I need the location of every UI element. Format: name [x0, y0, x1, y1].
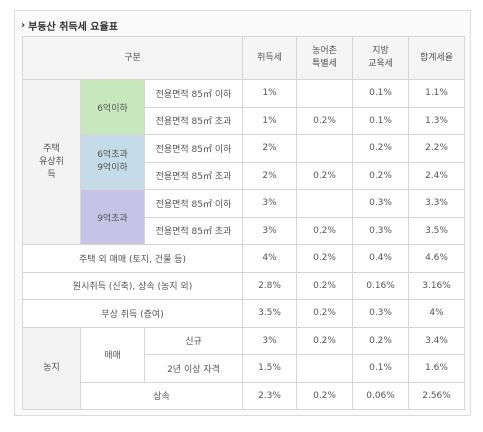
header-total-rate: 합계세율: [408, 36, 466, 80]
edu-cell: 0.1%: [352, 354, 410, 383]
header-acquisition-tax: 취득세: [242, 36, 298, 80]
rural-cell: 0.2%: [296, 381, 354, 410]
table-row: 주택 외 매매 (토지, 건물 등) 4% 0.2% 0.4% 4.6%: [21, 244, 466, 273]
rural-cell: [296, 134, 354, 163]
acq-cell: 3.5%: [242, 299, 298, 328]
category-label-cell: 원시취득 (신축), 상속 (농지 외): [21, 271, 244, 300]
header-category: 구분: [21, 36, 244, 80]
category-label-cell: 주택 외 매매 (토지, 건물 등): [21, 244, 244, 273]
table-row: 2년 이상 자격 1.5% 0.1% 1.6%: [23, 354, 466, 383]
total-cell: 3.3%: [408, 189, 466, 218]
table-row: 농지 매매 신규 3% 0.2% 0.2% 3.4%: [22, 326, 466, 410]
rural-cell: 0.2%: [296, 299, 354, 328]
acq-cell: 4%: [242, 244, 298, 273]
rural-cell: [296, 354, 354, 383]
farmland-type-cell: 신규: [143, 326, 244, 355]
farmland-inherit-cell: 상속: [79, 381, 244, 410]
size-cell: 전용면적 85㎡ 초과: [143, 106, 244, 135]
edu-cell: 0.1%: [352, 106, 410, 135]
edu-cell: 0.3%: [352, 299, 410, 328]
acq-cell: 2.3%: [242, 381, 298, 410]
table-title: › 부동산 취득세 요율표: [21, 17, 118, 33]
rural-cell: 0.2%: [296, 271, 354, 300]
acq-cell: 2%: [242, 134, 298, 163]
edu-cell: 0.1%: [352, 79, 410, 108]
header-rural-tax: 농어촌 특별세: [296, 36, 354, 80]
rural-cell: 0.2%: [296, 326, 354, 355]
size-cell: 전용면적 85㎡ 이하: [143, 79, 244, 108]
table-row: 전용면적 85㎡ 초과 1% 0.2% 0.1% 1.3%: [23, 106, 466, 135]
table-row: 전용면적 85㎡ 초과 3% 0.2% 0.3% 3.5%: [23, 216, 466, 245]
table-row: 상속 2.3% 0.2% 0.06% 2.56%: [23, 381, 466, 410]
size-cell: 전용면적 85㎡ 초과: [143, 216, 244, 245]
total-cell: 4.6%: [408, 244, 466, 273]
total-cell: 3.4%: [408, 326, 466, 355]
acq-cell: 1%: [242, 79, 298, 108]
edu-cell: 0.3%: [352, 189, 410, 218]
rural-cell: 0.2%: [296, 216, 354, 245]
farmland-type-cell: 2년 이상 자격: [143, 354, 244, 383]
size-cell: 전용면적 85㎡ 이하: [143, 134, 244, 163]
chevron-right-icon: ›: [21, 19, 26, 31]
acq-cell: 3%: [242, 189, 298, 218]
edu-cell: 0.2%: [352, 161, 410, 190]
edu-cell: 0.3%: [352, 216, 410, 245]
housing-category-cell: 주택 유상취 득: [22, 79, 81, 245]
acquisition-tax-table: 구분 취득세 농어촌 특별세 지방 교육세 합계세율 주택 유상취 득 6억이하…: [21, 36, 466, 410]
table-row: 9억초과 전용면적 85㎡ 이하 3% 0.3% 3.3%: [23, 189, 466, 245]
acq-cell: 3%: [242, 216, 298, 245]
header-education-tax: 지방 교육세: [352, 36, 410, 80]
table-row: 전용면적 85㎡ 초과 2% 0.2% 0.2% 2.4%: [23, 161, 466, 190]
table-row: 주택 유상취 득 6억이하 전용면적 85㎡ 이하 1% 0.1% 1.1%: [22, 79, 466, 245]
rural-cell: 0.2%: [296, 244, 354, 273]
header-row: 구분 취득세 농어촌 특별세 지방 교육세 합계세율: [21, 36, 466, 80]
total-cell: 4%: [408, 299, 466, 328]
acq-cell: 2.8%: [242, 271, 298, 300]
table-title-text: 부동산 취득세 요율표: [28, 21, 118, 33]
price-600m-900m-cell: 6억초과 9억이하: [80, 134, 145, 190]
farmland-sale-cell: 매매: [80, 326, 145, 383]
edu-cell: 0.06%: [352, 381, 410, 410]
rural-cell: 0.2%: [296, 161, 354, 190]
acq-cell: 2%: [242, 161, 298, 190]
farmland-category-cell: 농지: [22, 326, 81, 410]
rural-cell: [296, 79, 354, 108]
edu-cell: 0.2%: [352, 134, 410, 163]
price-over-900m-cell: 9억초과: [80, 189, 145, 245]
edu-cell: 0.2%: [352, 326, 410, 355]
total-cell: 3.5%: [408, 216, 466, 245]
edu-cell: 0.16%: [352, 271, 410, 300]
price-under-600m-cell: 6억이하: [80, 79, 145, 135]
rural-cell: 0.2%: [296, 106, 354, 135]
acq-cell: 1.5%: [242, 354, 298, 383]
total-cell: 3.16%: [408, 271, 466, 300]
acq-cell: 3%: [242, 326, 298, 355]
total-cell: 2.56%: [408, 381, 466, 410]
total-cell: 1.6%: [408, 354, 466, 383]
edu-cell: 0.4%: [352, 244, 410, 273]
size-cell: 전용면적 85㎡ 초과: [143, 161, 244, 190]
size-cell: 전용면적 85㎡ 이하: [143, 189, 244, 218]
table-row: 무상 취득 (증여) 3.5% 0.2% 0.3% 4%: [21, 299, 466, 328]
rural-cell: [296, 189, 354, 218]
table-row: 6억초과 9억이하 전용면적 85㎡ 이하 2% 0.2% 2.2%: [23, 134, 466, 190]
total-cell: 1.1%: [408, 79, 466, 108]
acq-cell: 1%: [242, 106, 298, 135]
total-cell: 1.3%: [408, 106, 466, 135]
total-cell: 2.2%: [408, 134, 466, 163]
total-cell: 2.4%: [408, 161, 466, 190]
rate-table-panel: › 부동산 취득세 요율표 구분 취득세 농어촌 특별세 지방 교육세 합계세율…: [14, 10, 471, 416]
table-row: 원시취득 (신축), 상속 (농지 외) 2.8% 0.2% 0.16% 3.1…: [21, 271, 466, 300]
category-label-cell: 무상 취득 (증여): [21, 299, 244, 328]
